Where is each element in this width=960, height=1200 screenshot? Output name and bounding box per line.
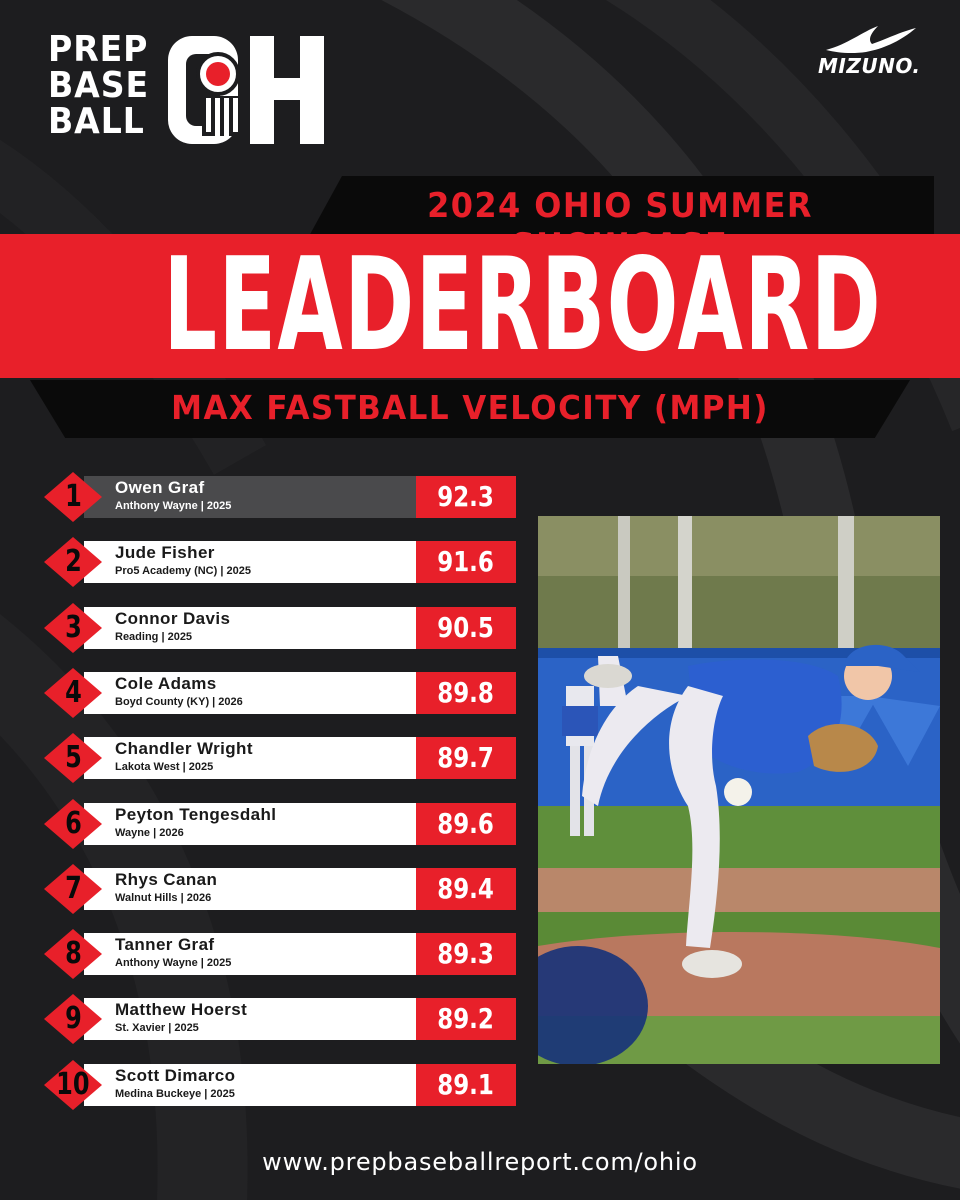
- player-name: Peyton Tengesdahl: [115, 805, 277, 824]
- title-banner: [0, 234, 960, 378]
- logo-wordmark: PREP BASE BALL: [48, 32, 160, 140]
- leaderboard-row-bar: [84, 868, 416, 910]
- logo-oh-mark: [168, 36, 324, 144]
- rank-number-text: 10: [56, 1067, 90, 1102]
- player-name: Chandler Wright: [115, 739, 253, 758]
- leaderboard-row: 5 Chandler Wright Lakota West | 2025 89.7: [44, 733, 516, 783]
- mizuno-runbird-icon: [826, 26, 916, 54]
- velocity-value-text: 90.5: [437, 611, 495, 644]
- velocity-value-text: 92.3: [437, 480, 495, 513]
- player-school-year: Medina Buckeye | 2025: [115, 1088, 235, 1100]
- rank-number: 10: [44, 1064, 102, 1106]
- player-school-year: Pro5 Academy (NC) | 2025: [115, 565, 251, 577]
- leaderboard-row: 6 Peyton Tengesdahl Wayne | 2026 89.6: [44, 799, 516, 849]
- leaderboard-row-bar: [84, 1064, 416, 1106]
- logo-word-ball: BALL: [48, 101, 145, 142]
- leaderboard-row-bar: [84, 933, 416, 975]
- rank-number-text: 9: [64, 1001, 82, 1036]
- metric-banner: [30, 380, 910, 438]
- rank-number: 7: [44, 868, 102, 910]
- rank-number-text: 4: [64, 675, 82, 710]
- velocity-value-text: 91.6: [437, 545, 495, 578]
- event-banner: [308, 176, 934, 238]
- velocity-value-text: 89.6: [437, 807, 495, 840]
- player-school-year: Walnut Hills | 2026: [115, 892, 212, 904]
- leaderboard-row: 2 Jude Fisher Pro5 Academy (NC) | 2025 91.6: [44, 537, 516, 587]
- velocity-value-text: 89.7: [437, 741, 495, 774]
- rank-number-text: 8: [64, 936, 82, 971]
- player-name: Matthew Hoerst: [115, 1000, 248, 1019]
- player-school-year: Lakota West | 2025: [115, 761, 214, 773]
- velocity-value-text: 89.3: [437, 937, 495, 970]
- rank-number-text: 3: [64, 610, 82, 645]
- logo-word-prep: PREP: [48, 29, 149, 70]
- rank-number: 4: [44, 672, 102, 714]
- velocity-value-text: 89.1: [437, 1068, 495, 1101]
- leaderboard-row-bar: [84, 737, 416, 779]
- prep-baseball-ohio-logo: PREP BASE BALL: [48, 32, 328, 150]
- sponsor-name: MIZUNO.: [818, 54, 921, 78]
- rank-number-text: 6: [64, 806, 82, 841]
- player-school-year: Anthony Wayne | 2025: [115, 957, 232, 969]
- velocity-value: 89.7: [416, 737, 516, 779]
- leaderboard-row: 3 Connor Davis Reading | 2025 90.5: [44, 603, 516, 653]
- velocity-value: 92.3: [416, 476, 516, 518]
- player-name: Connor Davis: [115, 609, 231, 628]
- velocity-value: 89.4: [416, 868, 516, 910]
- rank-number-text: 1: [64, 479, 82, 514]
- rank-number: 1: [44, 476, 102, 518]
- rank-number-text: 5: [64, 740, 82, 775]
- velocity-value: 89.1: [416, 1064, 516, 1106]
- rank-number: 6: [44, 803, 102, 845]
- leaderboard-row: 9 Matthew Hoerst St. Xavier | 2025 89.2: [44, 994, 516, 1044]
- rank-number: 2: [44, 541, 102, 583]
- leaderboard-row-bar: [84, 607, 416, 649]
- metric-title: MAX FASTBALL VELOCITY (MPH): [171, 388, 769, 427]
- rank-number: 5: [44, 737, 102, 779]
- player-name: Owen Graf: [115, 478, 205, 497]
- leaderboard-row-bar: [84, 998, 416, 1040]
- velocity-value: 89.8: [416, 672, 516, 714]
- player-school-year: Reading | 2025: [115, 631, 193, 643]
- velocity-value: 89.6: [416, 803, 516, 845]
- page-title: LEADERBOARD: [163, 231, 883, 380]
- player-school-year: St. Xavier | 2025: [115, 1022, 199, 1034]
- rank-number-text: 2: [64, 544, 82, 579]
- rank-number-text: 7: [64, 871, 82, 906]
- player-name: Jude Fisher: [115, 543, 215, 562]
- leaderboard-row-bar: [84, 541, 416, 583]
- velocity-value: 90.5: [416, 607, 516, 649]
- player-school-year: Wayne | 2026: [115, 827, 184, 839]
- leaderboard-row-bar: [84, 672, 416, 714]
- rank-number: 3: [44, 607, 102, 649]
- leaderboard-row: 1 Owen Graf Anthony Wayne | 2025 92.3: [44, 472, 516, 522]
- velocity-value-text: 89.2: [437, 1002, 495, 1035]
- logo-word-base: BASE: [48, 65, 150, 106]
- player-school-year: Boyd County (KY) | 2026: [115, 696, 243, 708]
- velocity-value: 89.2: [416, 998, 516, 1040]
- leaderboard-row: 8 Tanner Graf Anthony Wayne | 2025 89.3: [44, 929, 516, 979]
- mizuno-sponsor-logo: MIZUNO.: [818, 22, 920, 78]
- rank-number: 9: [44, 998, 102, 1040]
- leaderboard-row: 4 Cole Adams Boyd County (KY) | 2026 89.8: [44, 668, 516, 718]
- velocity-value-text: 89.8: [437, 676, 495, 709]
- rank-number: 8: [44, 933, 102, 975]
- velocity-value: 91.6: [416, 541, 516, 583]
- leaderboard-row: 10 Scott Dimarco Medina Buckeye | 2025 89.1: [44, 1060, 516, 1110]
- player-name: Cole Adams: [115, 674, 217, 693]
- leaderboard-row: 7 Rhys Canan Walnut Hills | 2026 89.4: [44, 864, 516, 914]
- player-name: Tanner Graf: [115, 935, 215, 954]
- velocity-value: 89.3: [416, 933, 516, 975]
- pitcher-photo: [538, 516, 940, 1064]
- player-school-year: Anthony Wayne | 2025: [115, 500, 232, 512]
- velocity-value-text: 89.4: [437, 872, 495, 905]
- footer-website-link[interactable]: www.prepbaseballreport.com/ohio: [262, 1148, 698, 1176]
- player-name: Rhys Canan: [115, 870, 218, 889]
- leaderboard-row-bar: [84, 476, 416, 518]
- player-name: Scott Dimarco: [115, 1066, 236, 1085]
- leaderboard-row-bar: [84, 803, 416, 845]
